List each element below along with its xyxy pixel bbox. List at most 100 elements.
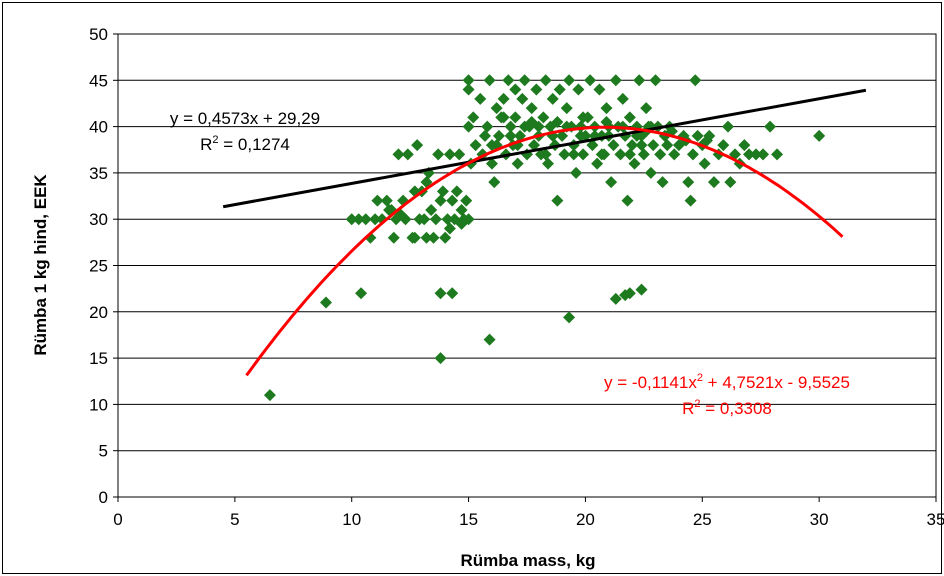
data-point xyxy=(686,148,699,161)
data-point xyxy=(462,120,475,133)
data-point xyxy=(355,287,368,300)
y-tick-label: 50 xyxy=(89,25,108,44)
data-point xyxy=(434,287,447,300)
poly-r2-value: = 0,3308 xyxy=(701,399,772,418)
data-point xyxy=(586,139,599,152)
data-point xyxy=(509,111,522,124)
data-point xyxy=(546,92,559,105)
data-point xyxy=(553,83,566,96)
data-point xyxy=(635,139,648,152)
data-point xyxy=(661,139,674,152)
data-point xyxy=(743,148,756,161)
y-tick-label: 40 xyxy=(89,118,108,137)
data-point xyxy=(443,222,456,235)
data-point xyxy=(481,120,494,133)
x-tick-label: 25 xyxy=(693,510,712,529)
poly-r2-sup: 2 xyxy=(694,398,700,410)
data-point xyxy=(595,148,608,161)
y-tick-label: 30 xyxy=(89,210,108,229)
y-tick-label: 45 xyxy=(89,71,108,90)
data-point xyxy=(689,74,702,87)
data-point xyxy=(525,115,538,128)
data-point xyxy=(504,120,517,133)
data-point xyxy=(539,74,552,87)
data-point xyxy=(623,287,636,300)
poly-eq-sup: 2 xyxy=(697,372,703,384)
data-point xyxy=(567,148,580,161)
data-point xyxy=(738,139,751,152)
data-point xyxy=(637,148,650,161)
data-point xyxy=(684,194,697,207)
x-tick-label: 15 xyxy=(459,510,478,529)
data-point xyxy=(813,129,826,142)
data-point xyxy=(509,83,522,96)
data-point xyxy=(455,203,468,216)
data-point xyxy=(551,115,564,128)
data-point xyxy=(369,213,382,226)
data-point xyxy=(392,148,405,161)
data-point xyxy=(771,148,784,161)
data-point xyxy=(591,157,604,170)
data-point xyxy=(621,194,634,207)
data-point xyxy=(700,134,713,147)
data-point xyxy=(518,74,531,87)
data-point xyxy=(698,157,711,170)
data-point xyxy=(609,292,622,305)
y-tick-label: 15 xyxy=(89,349,108,368)
x-axis-title: Rümba mass, kg xyxy=(460,551,595,570)
data-point xyxy=(478,129,491,142)
data-point xyxy=(492,129,505,142)
data-point xyxy=(647,139,660,152)
y-tick-label: 20 xyxy=(89,303,108,322)
poly-eq-b: + 4,7521x - 9,5525 xyxy=(703,373,850,392)
y-tick-label: 35 xyxy=(89,164,108,183)
data-point xyxy=(560,102,573,115)
data-point xyxy=(450,185,463,198)
data-point xyxy=(649,74,662,87)
data-point xyxy=(418,213,431,226)
data-point xyxy=(668,148,681,161)
y-tick-label: 25 xyxy=(89,257,108,276)
data-point xyxy=(570,166,583,179)
poly-r2-prefix: R xyxy=(682,399,694,418)
poly-eq-a: y = -0,1141x xyxy=(604,373,697,392)
data-point xyxy=(577,148,590,161)
data-point xyxy=(455,217,468,230)
x-tick-label: 35 xyxy=(927,510,944,529)
data-point xyxy=(616,92,629,105)
data-point xyxy=(635,283,648,296)
data-point xyxy=(628,157,641,170)
polynomial-trendline xyxy=(245,125,844,377)
data-point xyxy=(497,111,510,124)
linear-trend-equation: y = 0,4573x + 29,29 xyxy=(170,109,320,128)
data-point xyxy=(387,231,400,244)
data-point xyxy=(528,139,541,152)
x-tick-label: 30 xyxy=(810,510,829,529)
data-point xyxy=(516,92,529,105)
data-point xyxy=(474,92,487,105)
data-point xyxy=(539,148,552,161)
data-point xyxy=(633,74,646,87)
data-point xyxy=(605,176,618,189)
data-point xyxy=(462,74,475,87)
data-point xyxy=(408,231,421,244)
x-tick-label: 10 xyxy=(342,510,361,529)
data-point xyxy=(488,176,501,189)
data-point xyxy=(626,139,639,152)
data-point xyxy=(427,231,440,244)
data-point xyxy=(525,102,538,115)
data-point xyxy=(443,148,456,161)
gridlines xyxy=(118,33,936,452)
linear-trendline xyxy=(222,88,867,209)
data-point xyxy=(320,296,333,309)
data-point xyxy=(436,185,449,198)
poly-trend-r2: R2 = 0,3308 xyxy=(682,398,772,418)
data-point xyxy=(560,120,573,133)
data-point xyxy=(721,120,734,133)
data-point xyxy=(411,139,424,152)
data-point xyxy=(380,194,393,207)
data-point xyxy=(757,148,770,161)
data-point xyxy=(707,176,720,189)
y-tick-label: 0 xyxy=(99,488,108,507)
data-point xyxy=(434,194,447,207)
